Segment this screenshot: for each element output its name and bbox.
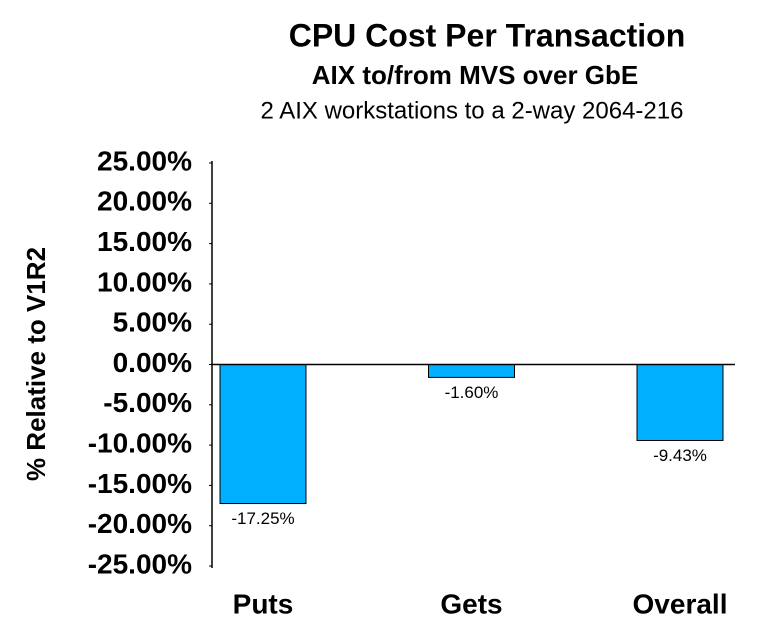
x-tick-label: Puts bbox=[233, 588, 294, 619]
chart-subsubtitle: 2 AIX workstations to a 2-way 2064-216 bbox=[261, 97, 684, 124]
value-label: -1.60% bbox=[445, 383, 499, 402]
y-tick-label: 5.00% bbox=[113, 307, 192, 338]
value-label: -17.25% bbox=[231, 509, 294, 528]
y-tick-label: -25.00% bbox=[88, 548, 192, 579]
y-tick-label: -10.00% bbox=[88, 427, 192, 458]
y-tick-label: 20.00% bbox=[97, 186, 192, 217]
y-axis-title: % Relative to V1R2 bbox=[21, 247, 51, 481]
bar bbox=[219, 364, 307, 505]
y-tick-label: 0.00% bbox=[113, 347, 192, 378]
bar bbox=[428, 364, 515, 378]
x-tick-label: Gets bbox=[440, 588, 502, 619]
x-tick-label: Overall bbox=[633, 588, 728, 619]
chart-title: CPU Cost Per Transaction bbox=[289, 17, 686, 53]
chart-subtitle: AIX to/from MVS over GbE bbox=[312, 60, 639, 90]
y-tick-label: -20.00% bbox=[88, 508, 192, 539]
y-tick-label: -5.00% bbox=[103, 387, 192, 418]
y-tick-label: -15.00% bbox=[88, 468, 192, 499]
y-tick-label: 15.00% bbox=[97, 226, 192, 257]
value-label: -9.43% bbox=[653, 446, 707, 465]
y-tick-label: 10.00% bbox=[97, 266, 192, 297]
bar bbox=[636, 364, 724, 442]
y-tick-label: 25.00% bbox=[97, 145, 192, 176]
